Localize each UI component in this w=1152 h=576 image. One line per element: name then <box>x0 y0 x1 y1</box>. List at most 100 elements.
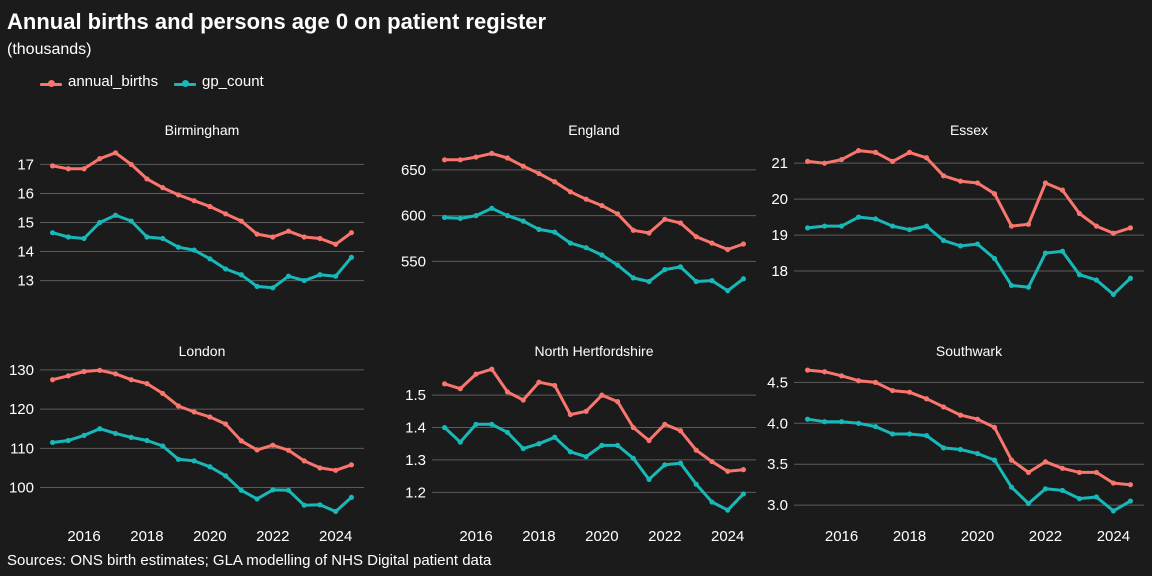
data-point-annual-births-southwark <box>940 404 947 410</box>
y-tick-label-north-hertfordshire: 1.5 <box>405 387 426 404</box>
data-point-annual-births-birmingham <box>112 150 119 156</box>
data-point-annual-births-southwark <box>1025 469 1032 476</box>
data-point-annual-births-london <box>207 414 213 420</box>
data-point-annual-births-birmingham <box>175 192 182 198</box>
data-point-annual-births-north-hertfordshire <box>441 381 448 387</box>
data-point-gp-count-birmingham <box>285 273 292 279</box>
series-line-gp-count-north-hertfordshire <box>443 422 745 512</box>
data-point-annual-births-london <box>97 367 103 373</box>
data-point-annual-births-london <box>270 442 276 448</box>
data-point-annual-births-north-hertfordshire <box>725 468 731 474</box>
data-point-gp-count-london <box>285 487 292 493</box>
data-point-gp-count-southwark <box>923 432 930 439</box>
data-point-annual-births-birmingham <box>285 228 292 234</box>
data-point-annual-births-essex <box>1008 223 1015 229</box>
data-point-gp-count-london <box>270 487 276 493</box>
data-point-gp-count-southwark <box>889 431 896 437</box>
data-point-annual-births-essex <box>991 191 998 197</box>
data-point-gp-count-london <box>317 502 323 508</box>
data-point-gp-count-birmingham <box>317 272 323 278</box>
data-point-annual-births-england <box>662 216 668 222</box>
data-point-gp-count-essex <box>957 243 964 249</box>
data-point-annual-births-birmingham <box>207 203 213 210</box>
y-tick-label-north-hertfordshire: 1.4 <box>405 420 426 437</box>
series-line-annual-births-birmingham <box>51 151 353 246</box>
series-line-annual-births-southwark <box>806 368 1132 487</box>
data-point-annual-births-essex <box>872 149 879 155</box>
data-point-gp-count-england <box>504 213 511 219</box>
data-point-gp-count-essex <box>821 223 828 229</box>
data-point-annual-births-north-hertfordshire <box>536 379 542 385</box>
source-note: Sources: ONS birth estimates; GLA modell… <box>7 552 492 569</box>
data-point-gp-count-london <box>128 434 134 440</box>
data-point-annual-births-north-hertfordshire <box>520 397 526 403</box>
legend-dot-annual-births <box>48 80 55 87</box>
x-tick-label-london: 2018 <box>130 528 163 545</box>
data-point-annual-births-england <box>552 179 558 185</box>
data-point-gp-count-london <box>348 494 355 500</box>
data-point-annual-births-southwark <box>991 424 998 431</box>
data-point-annual-births-north-hertfordshire <box>677 428 684 434</box>
data-point-gp-count-southwark <box>1093 494 1100 500</box>
data-point-annual-births-england <box>536 170 542 177</box>
y-tick-label-birmingham: 15 <box>17 215 34 232</box>
data-point-gp-count-london <box>160 443 166 449</box>
data-point-gp-count-london <box>207 464 213 470</box>
data-point-annual-births-essex <box>855 147 862 154</box>
data-point-gp-count-london <box>112 430 119 437</box>
data-point-gp-count-london <box>301 502 307 508</box>
panel-title-england: England <box>568 122 619 138</box>
data-point-annual-births-birmingham <box>254 231 260 237</box>
data-point-gp-count-birmingham <box>144 234 150 240</box>
series-line-annual-births-north-hertfordshire <box>443 367 745 473</box>
data-point-annual-births-london <box>65 373 71 379</box>
data-point-gp-count-birmingham <box>254 283 260 289</box>
data-point-gp-count-birmingham <box>270 285 276 291</box>
data-point-annual-births-southwark <box>889 387 896 394</box>
data-point-gp-count-essex <box>1025 284 1032 290</box>
panel-title-essex: Essex <box>950 122 988 138</box>
y-tick-label-england: 550 <box>401 253 426 270</box>
data-point-annual-births-north-hertfordshire <box>693 447 699 453</box>
data-point-annual-births-essex <box>923 155 930 161</box>
data-point-gp-count-birmingham <box>112 212 119 218</box>
data-point-gp-count-england <box>709 278 715 284</box>
data-point-annual-births-essex <box>838 156 845 163</box>
data-point-gp-count-north-hertfordshire <box>677 460 684 466</box>
data-point-gp-count-north-hertfordshire <box>441 424 448 431</box>
data-point-gp-count-england <box>567 240 574 246</box>
x-tick-label-london: 2016 <box>67 528 100 545</box>
data-point-gp-count-north-hertfordshire <box>725 507 731 513</box>
data-point-gp-count-north-hertfordshire <box>709 499 715 505</box>
data-point-annual-births-england <box>441 157 448 163</box>
legend-label-annual-births: annual_births <box>68 73 159 90</box>
data-point-gp-count-birmingham <box>97 219 103 226</box>
data-point-gp-count-essex <box>889 223 896 229</box>
x-tick-label-southwark: 2022 <box>1029 528 1062 545</box>
data-point-gp-count-southwark <box>991 457 998 463</box>
x-tick-label-north-hertfordshire: 2022 <box>648 528 681 545</box>
series-line-annual-births-england <box>443 151 745 251</box>
data-point-annual-births-birmingham <box>348 230 355 236</box>
y-tick-label-essex: 21 <box>771 155 788 172</box>
series-line-gp-count-southwark <box>806 417 1132 513</box>
data-point-annual-births-london <box>160 390 166 397</box>
data-point-annual-births-london <box>128 377 134 383</box>
y-tick-label-england: 650 <box>401 162 426 179</box>
data-point-annual-births-england <box>740 241 747 247</box>
data-point-annual-births-england <box>457 157 463 163</box>
data-point-gp-count-north-hertfordshire <box>567 449 574 455</box>
data-point-annual-births-southwark <box>1093 469 1100 476</box>
data-point-annual-births-birmingham <box>222 211 229 217</box>
data-point-gp-count-birmingham <box>81 235 87 242</box>
data-point-annual-births-london <box>317 465 323 471</box>
data-point-annual-births-england <box>504 155 511 161</box>
x-tick-label-north-hertfordshire: 2020 <box>585 528 618 545</box>
data-point-annual-births-england <box>567 189 574 195</box>
data-point-annual-births-england <box>583 196 589 202</box>
data-point-gp-count-england <box>662 267 668 273</box>
series-line-gp-count-essex <box>806 215 1132 296</box>
data-point-annual-births-london <box>49 377 56 383</box>
data-point-annual-births-southwark <box>1110 480 1117 486</box>
